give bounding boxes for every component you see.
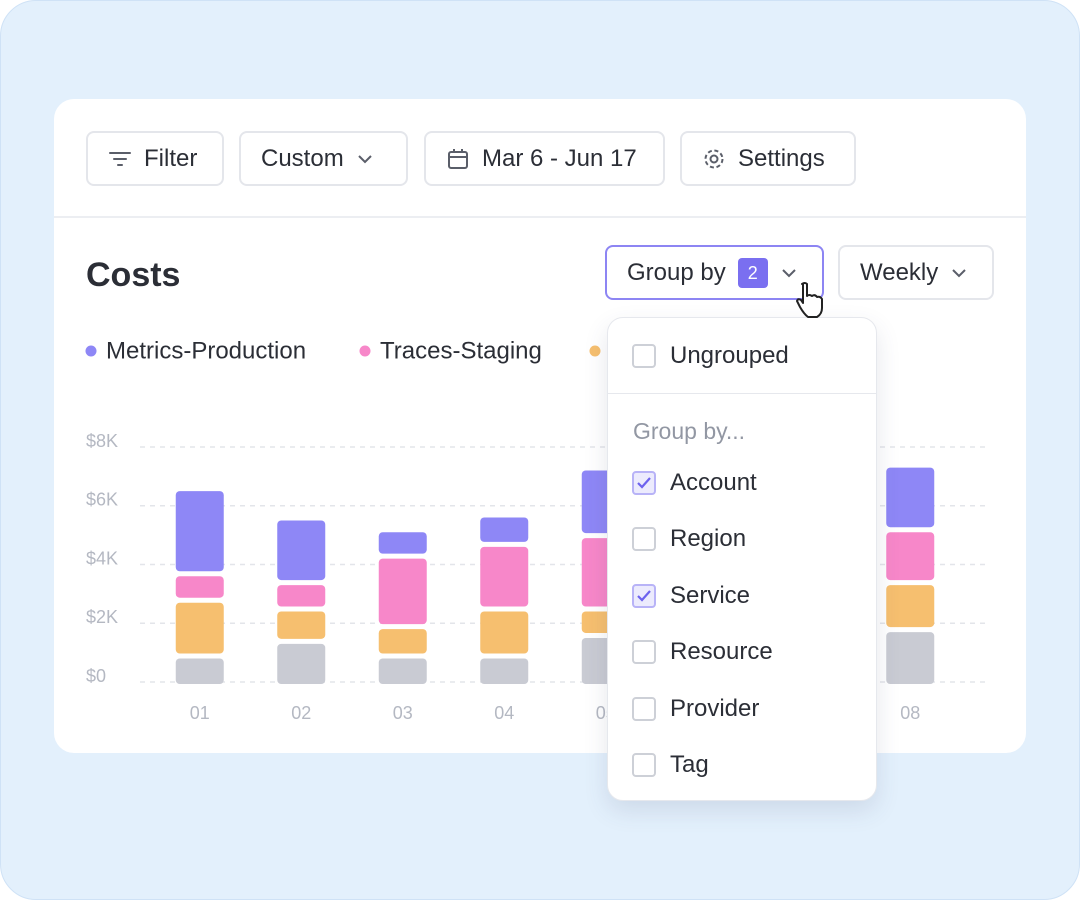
- bar-segment: [277, 611, 326, 639]
- group-option[interactable]: Account: [632, 469, 757, 497]
- bar-segment: [480, 517, 529, 542]
- option-label: Region: [670, 525, 747, 553]
- group-option[interactable]: Resource: [632, 638, 773, 666]
- divider: [54, 216, 1026, 218]
- bar-segment: [378, 629, 427, 654]
- checkbox: [632, 527, 656, 552]
- button-label: Custom: [261, 144, 344, 172]
- legend-label: Traces-Staging: [380, 337, 542, 364]
- x-tick-label: 03: [393, 703, 413, 723]
- bar-segment: [175, 491, 224, 572]
- option-label: Resource: [670, 638, 773, 666]
- button-label: Group by: [627, 258, 726, 286]
- x-tick-label: 08: [900, 703, 920, 723]
- bar-segment: [175, 602, 224, 654]
- button-label: Weekly: [860, 258, 939, 286]
- bar-segment: [886, 467, 935, 528]
- legend-dot: [85, 345, 97, 357]
- count-badge: 2: [737, 257, 768, 288]
- checkbox: [632, 471, 656, 495]
- group-option[interactable]: Provider: [632, 695, 759, 723]
- bar-segment: [378, 558, 427, 625]
- bar-segment: [480, 611, 529, 654]
- y-tick-label: $4K: [86, 548, 118, 568]
- button-label: Filter: [144, 144, 198, 172]
- chevron: [952, 268, 966, 277]
- checkbox: [632, 753, 656, 777]
- option-label: Provider: [670, 694, 760, 722]
- bar-segment: [886, 632, 935, 684]
- option-label: Account: [670, 469, 757, 496]
- x-tick-label: 04: [494, 703, 514, 723]
- x-tick-label: 02: [291, 703, 311, 723]
- filter-icon: [109, 151, 131, 166]
- settings-button[interactable]: Settings: [680, 131, 856, 186]
- y-tick-label: $8K: [86, 431, 118, 451]
- bar-segment: [378, 658, 427, 684]
- option-label: Ungrouped: [670, 342, 789, 369]
- group-by-menu: Ungrouped Group by... Account Region Servi…: [607, 317, 877, 801]
- filter-button[interactable]: Filter: [86, 131, 224, 186]
- menu-divider: [608, 393, 876, 394]
- date-button[interactable]: Mar 6 - Jun 17: [424, 131, 665, 186]
- option-label: Service: [670, 581, 751, 609]
- bar-segment: [480, 658, 529, 684]
- interval-button[interactable]: Weekly: [838, 245, 994, 300]
- bar-segment: [175, 658, 224, 684]
- chevron: [782, 268, 796, 277]
- bar-segment: [175, 576, 224, 598]
- x-tick-label: 01: [190, 703, 210, 723]
- y-tick-label: $2K: [86, 607, 118, 627]
- menu-section-label: Group by...: [633, 418, 746, 444]
- legend-label: Metrics-Production: [106, 337, 306, 364]
- y-tick-label: $0: [86, 666, 106, 686]
- group-option[interactable]: Region: [632, 525, 746, 553]
- bar-segment: [378, 532, 427, 554]
- legend-dot: [589, 345, 601, 357]
- checkbox: [632, 344, 656, 368]
- option-label: Tag: [670, 751, 709, 778]
- checkbox: [632, 583, 656, 608]
- group-by-button[interactable]: Group by 2: [605, 245, 824, 300]
- group-option[interactable]: Service: [632, 582, 750, 610]
- cursor: [796, 282, 823, 318]
- gear-icon: [704, 149, 724, 168]
- range-button[interactable]: Custom: [239, 131, 408, 186]
- bar-segment: [277, 520, 326, 581]
- checkbox: [632, 696, 656, 721]
- legend-dot: [359, 345, 371, 357]
- section-title: Costs: [86, 256, 181, 294]
- bar-segment: [277, 643, 326, 684]
- bar-segment: [277, 585, 326, 607]
- button-label: Mar 6 - Jun 17: [482, 144, 637, 172]
- calendar-icon: [448, 148, 468, 169]
- y-tick-label: $6K: [86, 490, 118, 510]
- button-label: Settings: [738, 144, 825, 172]
- bar-segment: [480, 546, 529, 607]
- group-option[interactable]: Tag: [632, 751, 709, 779]
- bar-segment: [886, 532, 935, 581]
- ungrouped-option[interactable]: Ungrouped: [632, 342, 789, 370]
- checkbox: [632, 640, 656, 665]
- bar-segment: [886, 585, 935, 628]
- chevron: [357, 154, 372, 163]
